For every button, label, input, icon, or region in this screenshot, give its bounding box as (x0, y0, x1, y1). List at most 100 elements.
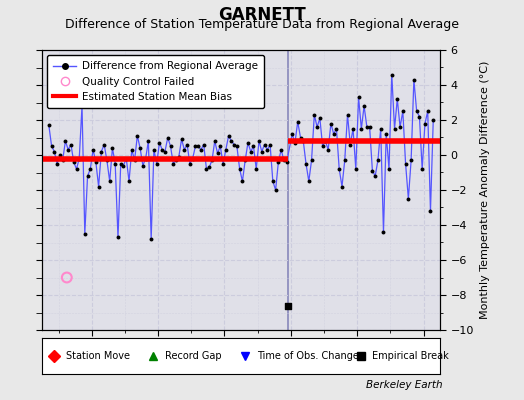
Point (70, 159, 78, 165)
Point (368, 168, 377, 174)
Point (335, 166, 343, 172)
Point (280, 157, 288, 164)
Point (246, 148, 255, 155)
Point (94, 183, 103, 190)
Point (310, 112, 319, 118)
Point (189, 155, 197, 162)
Point (274, 159, 282, 165)
Point (371, 173, 379, 179)
Point (404, 196, 412, 202)
Point (423, 108, 432, 114)
Point (284, 302, 292, 309)
Point (379, 229, 388, 235)
Point (196, 146, 205, 153)
Text: Record Gap: Record Gap (166, 351, 222, 361)
Legend: Difference from Regional Average, Quality Control Failed, Estimated Station Mean: Difference from Regional Average, Qualit… (47, 55, 264, 108)
Point (233, 143, 241, 150)
Point (354, 94, 363, 100)
Point (208, 157, 216, 164)
Point (45, 122, 53, 128)
Point (213, 150, 222, 156)
Text: Difference of Station Temperature Data from Regional Average: Difference of Station Temperature Data f… (65, 18, 459, 31)
Point (194, 143, 202, 150)
Point (385, 166, 393, 172)
Point (56, 152, 64, 158)
Point (133, 132, 141, 139)
Point (125, 178, 133, 184)
Point (219, 160, 227, 167)
Point (249, 143, 258, 150)
Point (62, 274, 71, 281)
Point (399, 108, 407, 114)
Text: Time of Obs. Change: Time of Obs. Change (257, 351, 359, 361)
Point (235, 166, 244, 172)
Point (324, 146, 332, 153)
Point (111, 160, 119, 167)
Point (258, 148, 266, 155)
Point (81, 230, 89, 237)
Point (238, 178, 247, 184)
Y-axis label: Monthly Temperature Anomaly Difference (°C): Monthly Temperature Anomaly Difference (… (479, 61, 489, 319)
Point (343, 112, 352, 118)
Point (78, 103, 86, 109)
Point (191, 143, 200, 150)
Point (244, 140, 252, 146)
Text: Station Move: Station Move (66, 351, 130, 361)
Point (427, 208, 435, 214)
Point (108, 145, 117, 151)
Point (349, 126, 357, 132)
Point (97, 148, 105, 155)
Point (418, 166, 427, 172)
Text: Berkeley Earth: Berkeley Earth (366, 380, 443, 390)
Text: Empirical Break: Empirical Break (373, 351, 449, 361)
Point (178, 136, 186, 142)
Point (288, 131, 297, 137)
Point (252, 166, 260, 172)
Point (139, 162, 147, 169)
Point (183, 141, 191, 148)
Point (293, 118, 302, 125)
Point (53, 160, 61, 167)
Point (382, 131, 390, 137)
Point (105, 178, 114, 184)
Point (128, 146, 136, 153)
Point (163, 134, 172, 141)
Point (421, 120, 429, 127)
Point (114, 234, 122, 240)
Point (185, 160, 194, 167)
Point (377, 126, 385, 132)
Point (72, 166, 81, 172)
Point (141, 155, 150, 162)
Point (308, 157, 316, 164)
Point (83, 173, 92, 179)
Point (150, 146, 158, 153)
Point (319, 143, 327, 150)
Point (86, 166, 94, 172)
Point (330, 131, 338, 137)
Point (315, 115, 324, 122)
Point (296, 134, 304, 141)
Point (393, 96, 401, 102)
Point (136, 145, 144, 151)
Point (61, 138, 70, 144)
Point (401, 160, 410, 167)
Point (180, 146, 189, 153)
Point (255, 138, 263, 144)
Text: GARNETT: GARNETT (218, 6, 306, 24)
Point (299, 138, 308, 144)
Point (59, 157, 67, 164)
Point (116, 160, 125, 167)
Point (352, 166, 360, 172)
Point (172, 157, 180, 164)
Point (67, 141, 75, 148)
Point (166, 143, 174, 150)
Point (100, 141, 108, 148)
Point (271, 187, 280, 193)
Point (216, 143, 224, 150)
Point (412, 108, 421, 114)
Point (374, 157, 382, 164)
Point (227, 138, 236, 144)
Point (304, 178, 313, 184)
Point (241, 157, 249, 164)
Point (155, 140, 163, 146)
